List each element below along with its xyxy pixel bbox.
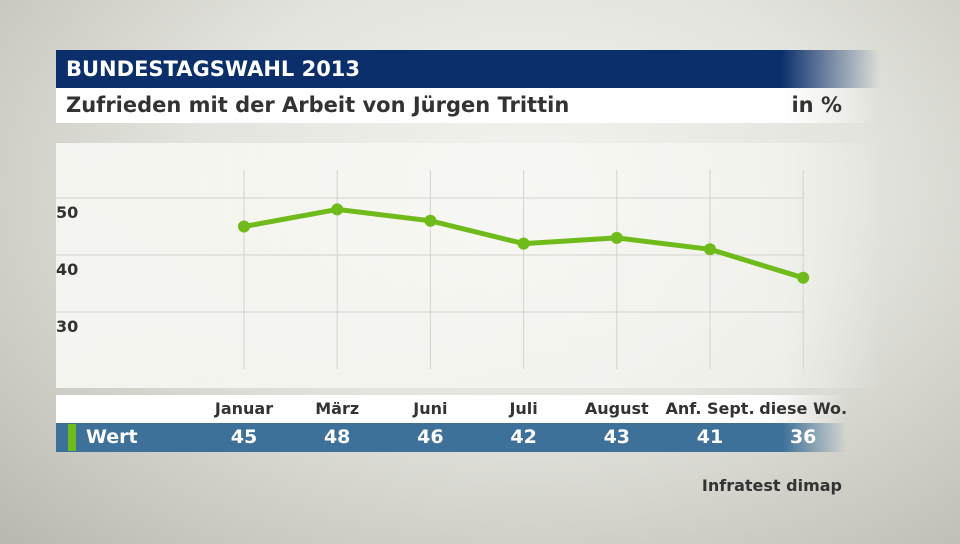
data-label: 45 [230,426,258,448]
data-point [704,243,716,256]
category-label: August [584,399,649,418]
data-label: 42 [510,426,537,448]
series-color-marker [68,424,76,451]
data-point [517,237,530,250]
y-tick-label: 30 [56,317,78,336]
data-point [797,271,810,284]
plot-area [56,143,880,388]
unit-label: in % [791,93,842,117]
chart-title: BUNDESTAGSWAHL 2013 [56,50,880,88]
category-label: März [315,399,360,418]
source-label: Infratest dimap [701,476,842,495]
y-tick-label: 50 [56,203,78,222]
chart-subtitle: Zufrieden mit der Arbeit von Jürgen Trit… [56,88,880,123]
y-tick-label: 40 [56,260,78,279]
category-label: Januar [214,399,274,418]
data-label: 41 [696,426,724,448]
value-row [56,423,846,452]
series-label: Wert [86,426,138,448]
data-point [331,203,344,216]
data-label: 48 [323,426,351,448]
data-label: 46 [417,426,444,448]
category-header-row [56,395,846,423]
category-label: diese Wo. [759,399,848,418]
data-point [610,231,623,244]
category-label: Anf. Sept. [665,399,755,418]
category-label: Juli [509,399,538,418]
data-point [424,214,437,227]
data-point [238,220,250,233]
data-label: 43 [603,426,631,448]
data-label: 36 [789,426,817,448]
category-label: Juni [413,399,448,418]
